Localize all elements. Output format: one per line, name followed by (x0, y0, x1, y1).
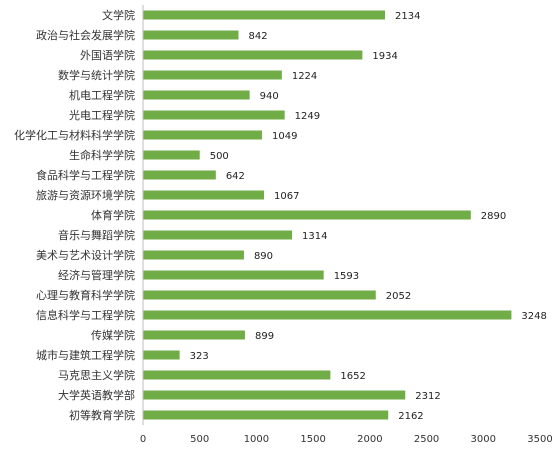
category-label: 政治与社会发展学院 (36, 28, 135, 42)
bar (143, 190, 265, 200)
category-label: 旅游与资源环境学院 (36, 188, 135, 202)
bar-value-label: 2052 (386, 291, 411, 302)
x-tick-label: 3500 (527, 434, 552, 445)
bar-value-label: 3248 (521, 311, 546, 322)
x-tick-label: 2500 (414, 434, 439, 445)
x-tick-label: 2000 (357, 434, 382, 445)
bar-value-label: 2134 (395, 11, 420, 22)
bar-value-label: 1067 (274, 191, 299, 202)
category-label: 初等教育学院 (69, 408, 135, 422)
category-label: 生命科学学院 (69, 148, 135, 162)
bar (143, 390, 406, 400)
bar-value-label: 940 (260, 91, 279, 102)
bar-value-label: 899 (255, 331, 274, 342)
bar (143, 110, 285, 120)
category-label: 传媒学院 (91, 328, 135, 342)
bar (143, 10, 386, 20)
x-axis-ticks: 0 500 1000 1500 2000 2500 3000 3500 (140, 434, 553, 445)
bar-value-label: 890 (254, 251, 273, 262)
bar (143, 70, 282, 80)
x-tick-label: 3000 (471, 434, 496, 445)
bars (143, 10, 512, 420)
value-labels: 2134 842 1934 1224 940 1249 1049 500 642 1067 2890… (190, 11, 547, 422)
x-tick-label: 1000 (244, 434, 269, 445)
category-label: 信息科学与工程学院 (36, 308, 135, 322)
bar (143, 50, 363, 60)
x-tick-label: 500 (190, 434, 209, 445)
bar-value-label: 323 (190, 351, 209, 362)
bar-value-label: 1249 (295, 111, 320, 122)
x-tick-label: 1500 (300, 434, 325, 445)
bar (143, 370, 331, 380)
category-label: 体育学院 (91, 208, 135, 222)
bar-value-label: 842 (249, 31, 268, 42)
bar-value-label: 2890 (481, 211, 506, 222)
category-label: 经济与管理学院 (58, 268, 135, 282)
bar (143, 90, 250, 100)
bar-value-label: 500 (210, 151, 229, 162)
category-label: 机电工程学院 (69, 88, 135, 102)
bar-value-label: 1224 (292, 71, 317, 82)
bar (143, 30, 239, 40)
category-label: 音乐与舞蹈学院 (58, 228, 135, 242)
bar (143, 350, 180, 360)
category-label: 食品科学与工程学院 (36, 168, 135, 182)
bar (143, 150, 200, 160)
bar (143, 230, 293, 240)
bar (143, 130, 262, 140)
category-label: 外国语学院 (80, 48, 135, 62)
category-label: 光电工程学院 (69, 108, 135, 122)
bar (143, 310, 512, 320)
category-label: 数学与统计学院 (58, 68, 135, 82)
bar-value-label: 1934 (372, 51, 397, 62)
bar (143, 330, 245, 340)
bar (143, 250, 244, 260)
bar-value-label: 642 (226, 171, 245, 182)
category-label: 马克思主义学院 (58, 368, 135, 382)
category-label: 美术与艺术设计学院 (36, 248, 135, 262)
bar-value-label: 1049 (272, 131, 297, 142)
category-labels: 文学院政治与社会发展学院外国语学院数学与统计学院机电工程学院光电工程学院化学化工… (14, 8, 135, 422)
category-label: 心理与教育科学学院 (36, 288, 135, 302)
bar-value-label: 1593 (334, 271, 359, 282)
x-tick-label: 0 (140, 434, 146, 445)
category-label: 文学院 (102, 8, 135, 22)
bar (143, 410, 389, 420)
bar-value-label: 2312 (415, 391, 440, 402)
bar (143, 210, 471, 220)
bar-value-label: 1314 (302, 231, 327, 242)
bar (143, 170, 216, 180)
bar (143, 270, 324, 280)
bar-value-label: 2162 (398, 411, 423, 422)
bar (143, 290, 376, 300)
category-label: 化学化工与材料科学学院 (14, 128, 135, 142)
category-label: 城市与建筑工程学院 (36, 348, 135, 362)
bar-value-label: 1652 (340, 371, 365, 382)
category-label: 大学英语教学部 (58, 388, 135, 402)
